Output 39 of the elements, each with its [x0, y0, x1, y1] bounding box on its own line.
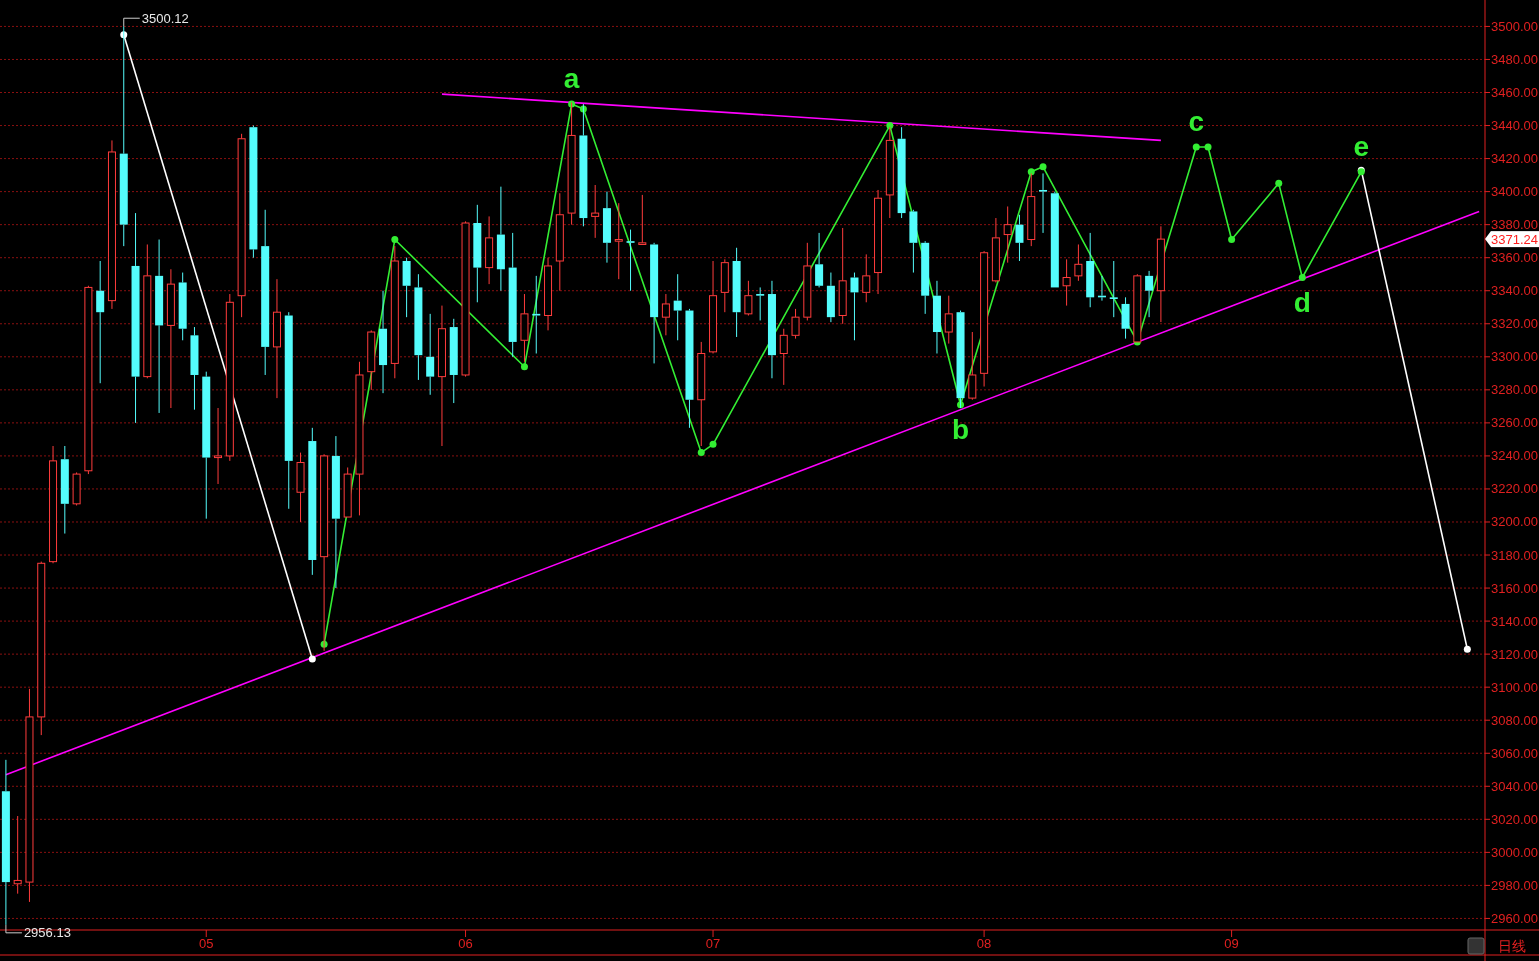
y-tick-label: 3240.00: [1491, 448, 1538, 464]
y-tick-label: 3080.00: [1491, 712, 1538, 728]
y-tick-label: 3120.00: [1491, 646, 1538, 662]
x-tick-label: 09: [1224, 936, 1239, 951]
y-tick-label: 3280.00: [1491, 382, 1538, 398]
x-tick-label: 07: [705, 936, 721, 951]
y-tick-label: 3300.00: [1491, 349, 1538, 365]
y-tick-label: 3040.00: [1491, 778, 1538, 794]
y-tick-label: 2960.00: [1491, 910, 1538, 926]
x-tick-label: 05: [199, 936, 214, 951]
y-tick-label: 3140.00: [1491, 613, 1538, 629]
y-tick-label: 3480.00: [1491, 51, 1538, 67]
y-tick-label: 3340.00: [1491, 283, 1538, 299]
y-tick-label: 3500.00: [1491, 18, 1538, 34]
y-tick-label: 3160.00: [1491, 580, 1538, 596]
y-tick-label: 3020.00: [1491, 811, 1538, 827]
y-tick-label: 3380.00: [1491, 217, 1538, 233]
y-tick-label: 2980.00: [1491, 877, 1538, 893]
text: 日线: [1498, 938, 1526, 954]
x-tick-label: 06: [458, 936, 473, 951]
data-label: c: [1188, 106, 1205, 138]
y-tick-label: 3060.00: [1491, 745, 1538, 761]
y-tick-label: 3200.00: [1491, 514, 1538, 530]
data-label: a: [563, 63, 580, 95]
x-tick-label: 08: [976, 936, 992, 951]
y-tick-label: 3000.00: [1491, 844, 1538, 860]
data-label: e: [1353, 130, 1370, 162]
y-tick-label: 3360.00: [1491, 250, 1538, 266]
y-tick-label: 3440.00: [1491, 118, 1538, 134]
y-tick-label: 3180.00: [1491, 547, 1538, 563]
y-tick-label: 3400.00: [1491, 184, 1538, 200]
y-tick-label: 3460.00: [1491, 85, 1538, 100]
data-label: d: [1293, 286, 1311, 318]
y-tick-label: 3260.00: [1491, 415, 1538, 431]
y-tick-label: 3220.00: [1491, 481, 1538, 497]
y-tick-label: 3420.00: [1491, 151, 1538, 167]
y-tick-label: 3320.00: [1491, 316, 1538, 332]
y-tick-label: 3100.00: [1491, 679, 1538, 695]
data-label: b: [951, 413, 970, 445]
